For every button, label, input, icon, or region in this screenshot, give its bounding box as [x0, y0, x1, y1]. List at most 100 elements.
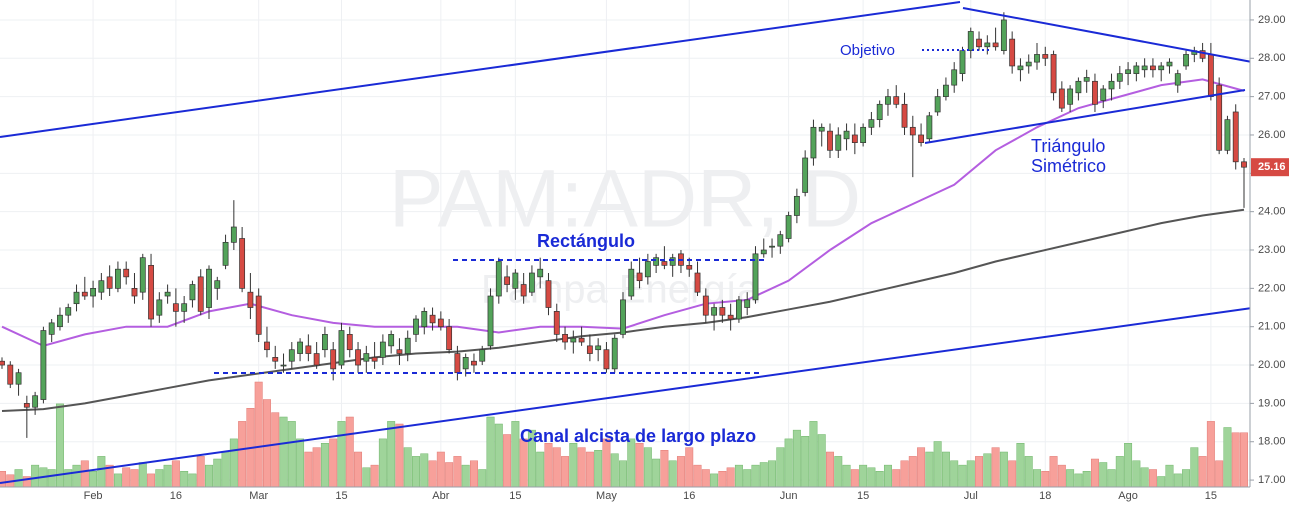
candle-body — [967, 31, 974, 51]
triangle-bottom — [924, 89, 1246, 144]
volume-bar — [668, 460, 677, 488]
volume-bar — [999, 451, 1008, 488]
candle-body — [1075, 80, 1082, 94]
candle-body — [595, 345, 602, 351]
candle-body — [1125, 69, 1131, 74]
volume-bar — [602, 438, 611, 488]
volume-bar — [933, 441, 942, 488]
volume-bar — [958, 464, 967, 488]
candle-body — [611, 337, 618, 370]
volume-bar — [1165, 464, 1174, 488]
y-tick-label: 19.00 — [1258, 397, 1286, 409]
volume-bar — [436, 451, 445, 488]
volume-bar — [652, 458, 661, 488]
volume-bar — [966, 460, 975, 488]
candle-body — [694, 272, 701, 293]
volume-bar — [1173, 473, 1182, 488]
candle-body — [322, 334, 328, 351]
candle-body — [736, 299, 742, 320]
candle-body — [48, 322, 55, 335]
x-tick-label: 16 — [170, 490, 182, 502]
candle-body — [1017, 65, 1024, 71]
candle-body — [603, 349, 610, 370]
x-tick-label: 18 — [1039, 490, 1051, 502]
candle-body — [1174, 73, 1181, 86]
volume-bar — [1099, 462, 1108, 488]
volume-bar — [312, 447, 321, 488]
volume-bar — [138, 462, 147, 488]
x-tick-label: Jul — [964, 490, 978, 502]
candle-body — [371, 357, 378, 362]
candle-body — [1224, 119, 1231, 151]
volume-bar — [345, 416, 354, 488]
volume-bar — [1107, 469, 1116, 488]
volume-bar — [817, 434, 826, 488]
candle-body — [280, 364, 287, 367]
volume-bar — [337, 421, 346, 488]
candle-body — [131, 288, 138, 297]
candle-body — [810, 126, 817, 159]
volume-bar — [205, 464, 213, 488]
candle-body — [0, 360, 5, 366]
volume-bar — [834, 456, 843, 488]
candle-body — [868, 119, 875, 128]
volume-bar — [743, 469, 752, 488]
volume-bar — [1082, 471, 1091, 488]
volume-bar — [213, 458, 222, 488]
candle-body — [7, 364, 14, 385]
candle-body — [1050, 54, 1057, 94]
candle-body — [1009, 38, 1016, 67]
candle-body — [835, 134, 842, 151]
candle-body — [23, 403, 30, 408]
volume-bar — [792, 429, 801, 488]
volume-bar — [941, 451, 950, 488]
candle-body — [893, 96, 900, 105]
volume-bar — [453, 456, 462, 488]
volume-bar — [619, 460, 627, 488]
volume-bar — [122, 467, 131, 488]
volume-bar — [892, 469, 901, 488]
x-tick-label: 15 — [1205, 490, 1217, 502]
annotation: Canal alcista de largo plazo — [520, 426, 756, 446]
candle-body — [437, 318, 444, 328]
candle-body — [669, 257, 676, 266]
volume-bar — [511, 421, 520, 488]
volume-bar — [370, 464, 379, 488]
candle-body — [851, 134, 858, 143]
candle-body — [115, 268, 121, 289]
volume-bar — [196, 456, 205, 488]
candle-body — [1158, 65, 1165, 71]
candle-body — [620, 299, 626, 335]
volume-bar — [552, 447, 561, 488]
volume-bar — [842, 464, 851, 488]
candle-body — [81, 291, 88, 297]
volume-bar — [171, 460, 180, 488]
candle-body — [1232, 111, 1239, 163]
candle-body — [1092, 80, 1098, 105]
candle-body — [1199, 50, 1206, 59]
candle-body — [752, 253, 759, 301]
candle-body — [32, 395, 39, 408]
volume-bar — [908, 456, 917, 488]
candle-body — [976, 38, 982, 48]
candle-body — [57, 314, 63, 328]
volume-bar — [585, 451, 594, 488]
x-axis-bg — [0, 487, 1250, 505]
candle-body — [1100, 88, 1107, 101]
volume-bar — [859, 464, 868, 488]
candle-body — [346, 334, 353, 351]
volume-bar — [262, 399, 271, 488]
candle-body — [230, 226, 237, 243]
annotation: Triángulo — [1031, 136, 1105, 156]
candle-body — [785, 215, 792, 239]
volume-bar — [147, 473, 156, 488]
volume-bar — [759, 462, 768, 488]
volume-bar — [1033, 469, 1041, 488]
candle-body — [197, 276, 204, 312]
volume-bar — [229, 438, 238, 488]
volume-bar — [1074, 473, 1083, 488]
volume-bar — [1115, 456, 1124, 488]
candle-body — [297, 341, 303, 354]
volume-bar — [89, 471, 98, 488]
